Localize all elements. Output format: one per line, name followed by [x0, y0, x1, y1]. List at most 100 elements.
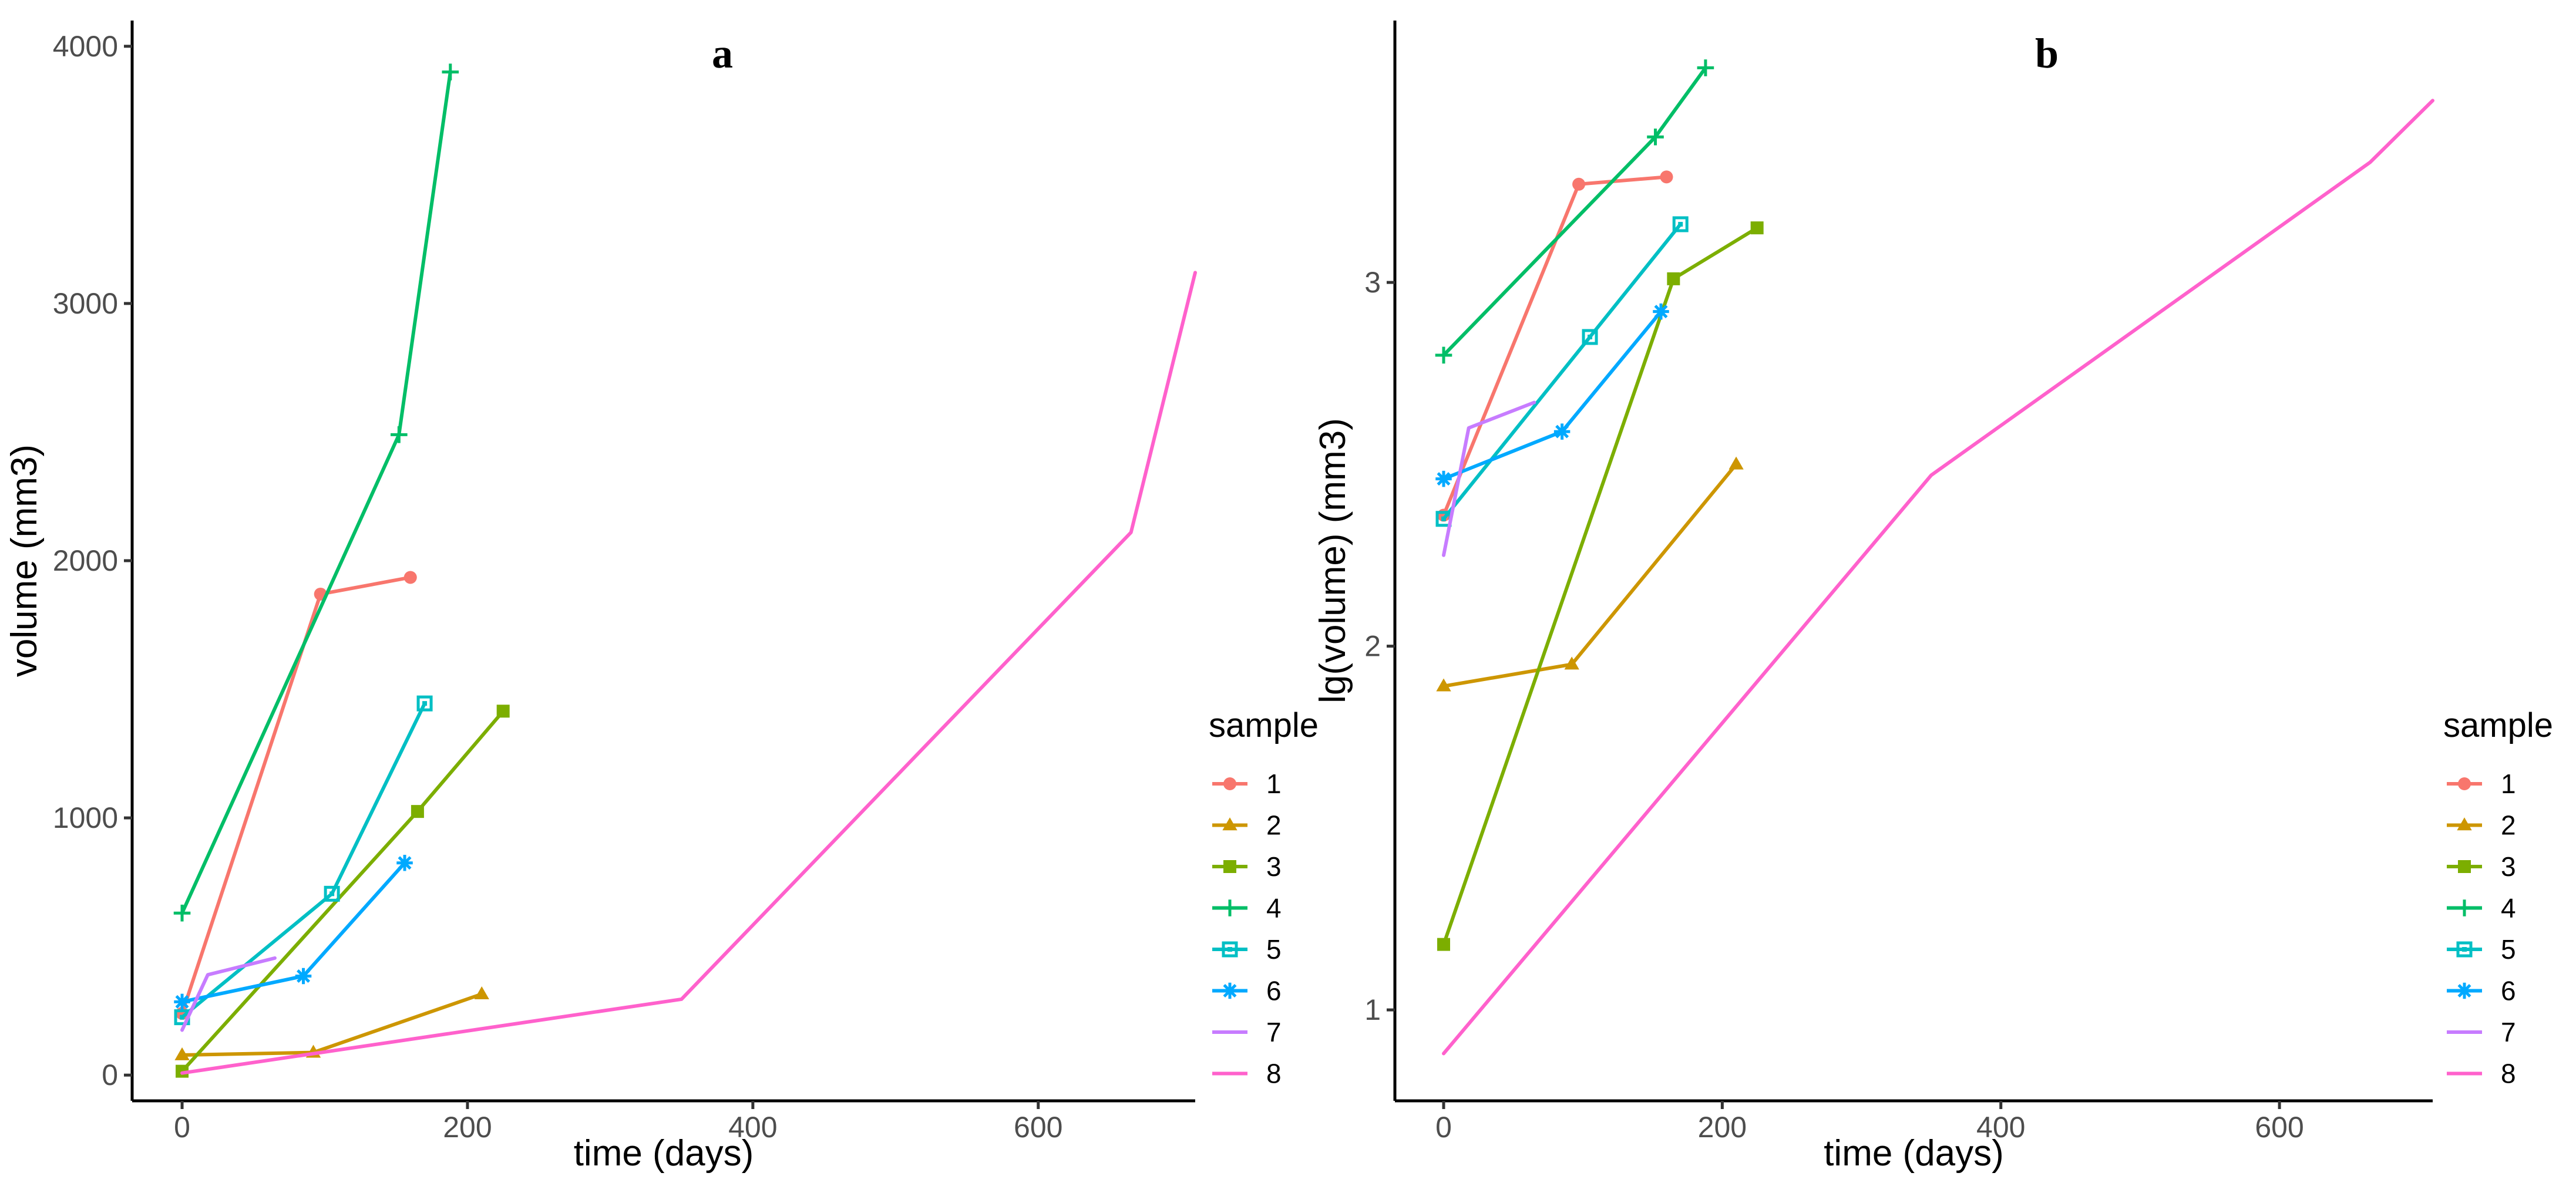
- legend-key-marker: [1221, 899, 1239, 916]
- data-point-6: [295, 968, 312, 985]
- legend-item-5: 5: [1212, 934, 1282, 965]
- data-point-6: [396, 855, 413, 871]
- y-tick-label: 3: [1364, 266, 1381, 299]
- legend-item-5: 5: [2447, 934, 2516, 965]
- legend-label: 3: [2501, 851, 2516, 882]
- series-7: [180, 956, 277, 1032]
- legend-item-6: 6: [2447, 976, 2516, 1006]
- y-axis-title: volume (mm3): [4, 444, 45, 677]
- series-6: [174, 855, 413, 1010]
- legend-item-1: 1: [1212, 769, 1282, 799]
- legend-label: 6: [1266, 976, 1282, 1006]
- panel-title: a: [712, 30, 733, 77]
- legend-key-marker: [1222, 941, 1238, 958]
- data-point-3: [1750, 221, 1764, 235]
- y-tick-label: 1000: [53, 801, 118, 834]
- legend-label: 7: [1266, 1017, 1282, 1047]
- legend-title: sample: [2443, 706, 2553, 744]
- data-point-4: [442, 63, 459, 80]
- series-7: [1442, 400, 1536, 557]
- data-point-6: [174, 993, 190, 1010]
- data-point-3: [496, 705, 510, 718]
- data-point-3: [1667, 272, 1680, 285]
- data-point-2: [174, 1047, 190, 1060]
- series-line-3: [180, 709, 505, 1073]
- data-point-2: [1728, 456, 1744, 470]
- data-point-6: [1653, 303, 1669, 320]
- legend-title: sample: [1209, 706, 1319, 744]
- data-point-4: [1435, 346, 1452, 364]
- x-tick-label: 200: [443, 1111, 492, 1144]
- data-point-4: [391, 426, 408, 443]
- data-point-5: [1582, 329, 1598, 345]
- data-point-5: [416, 695, 433, 712]
- legend-item-3: 3: [2447, 851, 2516, 882]
- y-tick-label: 4000: [53, 30, 118, 63]
- data-point-2: [474, 986, 489, 999]
- legend-key-marker: [1223, 860, 1236, 873]
- legend: sample 1 2 3 4 5 6 7 8: [1209, 706, 1319, 1089]
- legend-item-2: 2: [2447, 810, 2516, 841]
- legend-item-4: 4: [1212, 893, 1282, 924]
- series-line-4: [180, 70, 452, 915]
- x-axis-title: time (days): [1824, 1133, 2004, 1174]
- legend-item-7: 7: [2447, 1017, 2516, 1047]
- legend-label: 2: [2501, 810, 2516, 841]
- legend-label: 6: [2501, 976, 2516, 1006]
- x-tick-label: 200: [1698, 1111, 1747, 1144]
- data-point-4: [1647, 128, 1664, 146]
- legend-label: 8: [2501, 1059, 2516, 1089]
- data-point-6: [1553, 423, 1571, 440]
- legend-key-marker: [2457, 817, 2472, 831]
- data-point-5: [324, 885, 340, 902]
- series-line-7: [1442, 400, 1536, 557]
- legend-key-marker: [2456, 899, 2473, 916]
- data-point-4: [173, 904, 191, 922]
- legend-item-6: 6: [1212, 976, 1282, 1006]
- series-line-6: [1442, 309, 1663, 481]
- series-line-1: [180, 575, 412, 1016]
- panel-title: b: [2035, 30, 2059, 77]
- series-3: [1437, 221, 1764, 951]
- series-6: [1435, 303, 1669, 487]
- x-tick-label: 600: [1014, 1111, 1062, 1144]
- series-line-3: [1442, 226, 1759, 946]
- x-tick-label: 400: [1976, 1111, 2025, 1144]
- series-line-7: [180, 956, 277, 1032]
- legend: sample 1 2 3 4 5 6 7 8: [2443, 706, 2553, 1089]
- data-point-4: [1697, 59, 1714, 76]
- x-tick-label: 600: [2255, 1111, 2303, 1144]
- legend-key-marker: [1223, 777, 1236, 790]
- y-tick-label: 2000: [53, 544, 118, 577]
- series-line-2: [1442, 462, 1738, 688]
- legend-item-2: 2: [1212, 810, 1282, 841]
- x-axis-title: time (days): [574, 1133, 754, 1174]
- panel-b: 1 2 3 0 200 400 600 time (days) lg(volume) (mm3)…: [1313, 21, 2553, 1174]
- series-2: [1436, 456, 1744, 692]
- legend-item-7: 7: [1212, 1017, 1282, 1047]
- legend-item-3: 3: [1212, 851, 1282, 882]
- y-tick-label: 3000: [53, 287, 118, 320]
- legend-item-8: 8: [2447, 1059, 2516, 1089]
- series-line-2: [180, 992, 484, 1057]
- data-point-3: [176, 1064, 189, 1078]
- data-point-3: [1437, 938, 1451, 951]
- legend-key-marker: [2458, 777, 2471, 790]
- x-tick-label: 400: [728, 1111, 777, 1144]
- series-line-8: [1442, 99, 2434, 1056]
- data-point-1: [1660, 170, 1673, 184]
- legend-key-marker: [2458, 860, 2471, 873]
- data-point-2: [1564, 656, 1579, 670]
- legend-label: 3: [1266, 851, 1282, 882]
- legend-key-marker: [1222, 982, 1238, 999]
- x-tick-label: 0: [174, 1111, 190, 1144]
- legend-key-marker: [2456, 982, 2473, 999]
- panel-a: 0 1000 2000 3000 4000 0 200 400 600 time (days) vo…: [4, 21, 1319, 1174]
- legend-label: 1: [2501, 769, 2516, 799]
- series-line-5: [1442, 222, 1683, 521]
- legend-key-marker: [1222, 817, 1237, 831]
- series-line-8: [180, 271, 1197, 1075]
- y-axis-title: lg(volume) (mm3): [1313, 418, 1353, 703]
- series-4: [1435, 59, 1714, 364]
